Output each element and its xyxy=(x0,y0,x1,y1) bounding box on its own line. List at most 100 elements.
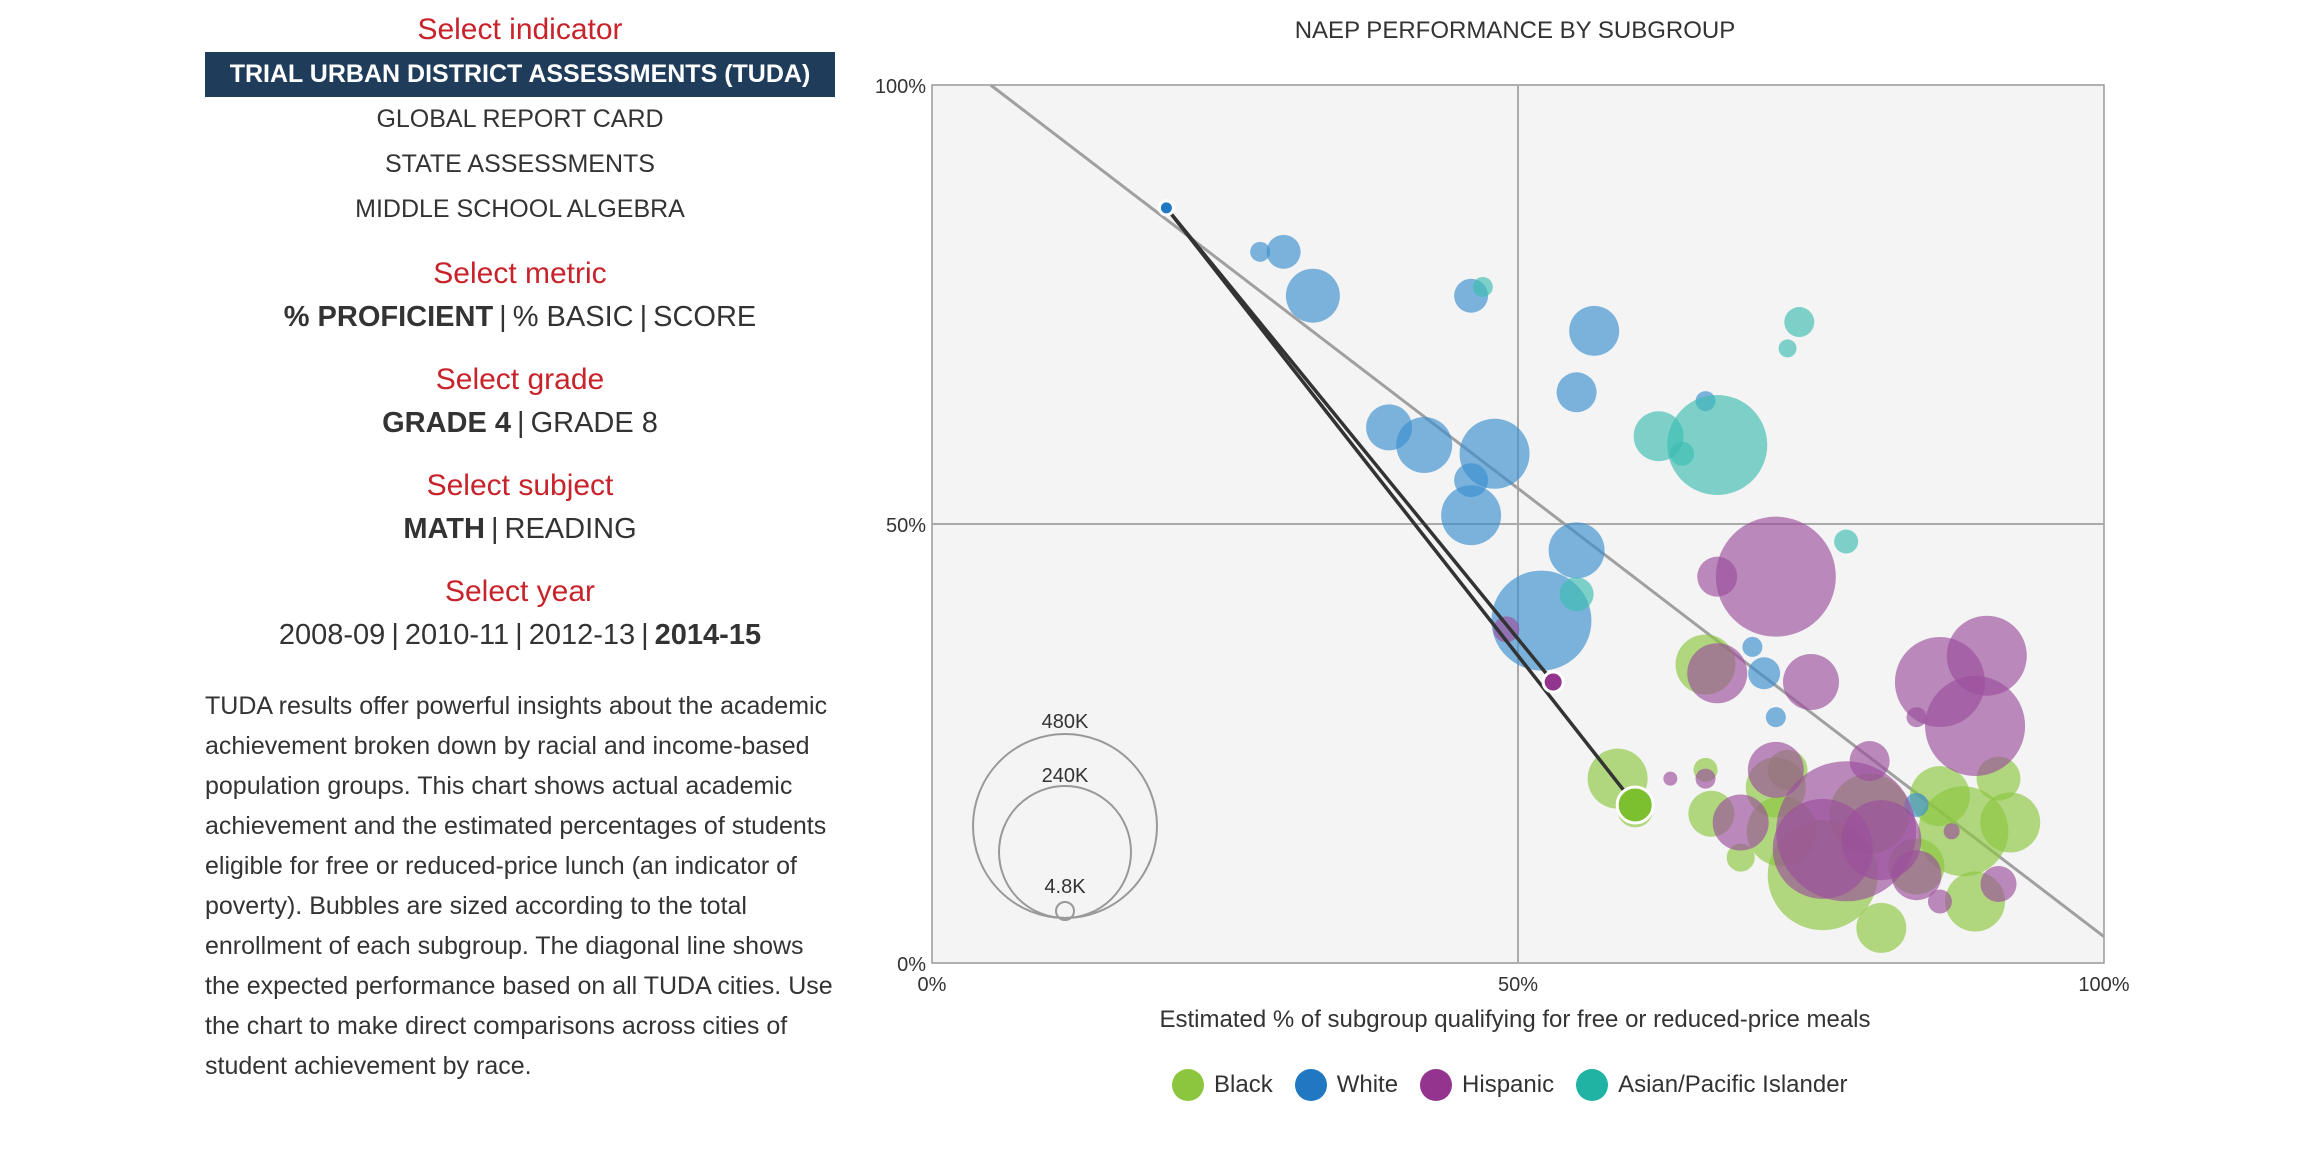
bubble-hispanic[interactable] xyxy=(1715,516,1836,637)
metric-heading: Select metric xyxy=(433,257,607,290)
bubble-hispanic[interactable] xyxy=(1747,741,1804,798)
year-option-2014-15[interactable]: 2014-15 xyxy=(654,619,762,651)
bubble-hispanic[interactable] xyxy=(1943,823,1960,840)
separator: | xyxy=(499,301,507,333)
bubble-white[interactable] xyxy=(1742,636,1763,657)
bubble-hispanic[interactable] xyxy=(1891,850,1942,901)
legend-label: Hispanic xyxy=(1462,1071,1555,1098)
metric-option-proficient[interactable]: % PROFICIENT xyxy=(283,301,494,333)
legend-item-asian-pacific-islander[interactable]: Asian/Pacific Islander xyxy=(1576,1069,1848,1101)
bubble-hispanic[interactable] xyxy=(1695,768,1716,789)
bubble-black[interactable] xyxy=(1980,792,2041,853)
grade-option-8[interactable]: GRADE 8 xyxy=(530,407,658,439)
y-tick-label: 100% xyxy=(875,76,926,98)
size-legend-label: 240K xyxy=(1042,765,1089,787)
bubble-white[interactable] xyxy=(1556,372,1597,413)
subject-option-math[interactable]: MATH xyxy=(403,513,485,545)
chart-title: NAEP PERFORMANCE BY SUBGROUP xyxy=(1295,17,1736,44)
legend-item-hispanic[interactable]: Hispanic xyxy=(1420,1069,1554,1101)
bubble-hispanic[interactable] xyxy=(1946,615,2027,696)
bubble-asian-pacific-islander[interactable] xyxy=(1472,276,1493,297)
bubble-white[interactable] xyxy=(1396,416,1453,473)
bubble-asian-pacific-islander[interactable] xyxy=(1559,577,1594,612)
bubble-asian-pacific-islander[interactable] xyxy=(1670,441,1695,466)
bubble-black[interactable] xyxy=(1726,843,1755,872)
legend-label: Black xyxy=(1214,1071,1273,1098)
indicator-item-state-assessments[interactable]: STATE ASSESSMENTS xyxy=(385,150,655,178)
legend-item-white[interactable]: White xyxy=(1294,1069,1399,1101)
legend: Black White Hispanic Asian/Pacific Islan… xyxy=(1172,1069,1870,1101)
bubble-asian-pacific-islander[interactable] xyxy=(1667,394,1768,495)
bubble-hispanic[interactable] xyxy=(1906,707,1927,728)
bubble-white[interactable] xyxy=(1459,418,1530,489)
bubble-white[interactable] xyxy=(1548,522,1605,579)
legend-label: Asian/Pacific Islander xyxy=(1618,1071,1848,1098)
bubble-hispanic[interactable] xyxy=(1493,616,1520,643)
metric-option-score[interactable]: SCORE xyxy=(653,301,757,333)
bubble-asian-pacific-islander[interactable] xyxy=(1778,339,1797,358)
grade-options: GRADE 4 | GRADE 8 xyxy=(205,402,835,444)
legend-swatch xyxy=(1294,1069,1327,1101)
bubble-white[interactable] xyxy=(1441,485,1502,546)
bubble-hispanic[interactable] xyxy=(1687,643,1748,704)
year-heading: Select year xyxy=(444,575,596,608)
bubble-white[interactable] xyxy=(1748,657,1781,690)
bubble-hispanic[interactable] xyxy=(1663,771,1678,786)
bubble-asian-pacific-islander[interactable] xyxy=(1834,529,1859,554)
bubble-hispanic[interactable] xyxy=(1849,741,1890,782)
lines-layer xyxy=(1157,199,1655,825)
bubble-white[interactable] xyxy=(1765,707,1786,728)
bubble-white[interactable] xyxy=(1266,234,1301,269)
grade-option-4[interactable]: GRADE 4 xyxy=(382,407,512,439)
highlight-point-hispanic[interactable] xyxy=(1541,670,1565,694)
bubble-white[interactable] xyxy=(1569,305,1620,356)
size-legend-circle-4-8k xyxy=(1055,901,1075,921)
bubble-asian-pacific-islander[interactable] xyxy=(1784,307,1815,338)
separator: | xyxy=(515,619,523,651)
x-tick-label: 0% xyxy=(918,974,947,996)
description-text: TUDA results offer powerful insights abo… xyxy=(205,692,833,1080)
indicator-item-global-report-card[interactable]: GLOBAL REPORT CARD xyxy=(376,105,664,133)
x-axis-label: Estimated % of subgroup qualifying for f… xyxy=(1159,1006,1870,1033)
size-legend-circle-240k xyxy=(998,785,1132,919)
bubble-hispanic[interactable] xyxy=(1783,654,1839,711)
size-legend-label: 480K xyxy=(1042,711,1089,733)
metric-option-basic[interactable]: % BASIC xyxy=(512,301,634,333)
highlight-line xyxy=(1165,206,1637,807)
legend-swatch xyxy=(1576,1069,1609,1101)
separator: | xyxy=(391,619,399,651)
year-option-2012-13[interactable]: 2012-13 xyxy=(528,619,636,651)
bubble-hispanic[interactable] xyxy=(1712,794,1769,851)
legend-swatch xyxy=(1172,1069,1204,1101)
separator: | xyxy=(641,619,649,651)
subject-heading: Select subject xyxy=(426,469,614,502)
year-options: 2008-09 | 2010-11 | 2012-13 | 2014-15 xyxy=(205,614,835,656)
bubble-black[interactable] xyxy=(1856,902,1907,953)
separator: | xyxy=(490,513,499,545)
bubble-hispanic[interactable] xyxy=(1927,889,1952,914)
metric-options: % PROFICIENT |% BASIC | SCORE xyxy=(205,296,835,338)
bubble-asian-pacific-islander[interactable] xyxy=(1633,411,1684,462)
year-option-2010-11[interactable]: 2010-11 xyxy=(404,619,510,651)
bubble-hispanic[interactable] xyxy=(1980,865,2017,902)
legend-item-black[interactable]: Black xyxy=(1172,1069,1273,1101)
indicator-item-middle-school-algebra[interactable]: MIDDLE SCHOOL ALGEBRA xyxy=(355,195,685,223)
size-legend: 480K 240K 4.8K xyxy=(972,711,1158,921)
controls-panel: Select indicator TRIAL URBAN DISTRICT AS… xyxy=(205,10,835,1086)
year-option-2008-09[interactable]: 2008-09 xyxy=(278,619,386,651)
subject-option-reading[interactable]: READING xyxy=(504,513,637,545)
bubble-white[interactable] xyxy=(1285,268,1340,323)
x-tick-label: 100% xyxy=(2078,974,2129,996)
highlight-point-black[interactable] xyxy=(1615,785,1655,825)
highlight-point-white[interactable] xyxy=(1157,199,1175,217)
separator: | xyxy=(639,301,648,333)
indicator-item-tuda[interactable]: TRIAL URBAN DISTRICT ASSESSMENTS (TUDA) xyxy=(205,52,835,97)
bubble-hispanic[interactable] xyxy=(1925,675,2026,776)
indicator-heading: Select indicator xyxy=(417,13,623,46)
bubble-white[interactable] xyxy=(1250,241,1271,262)
size-legend-label: 4.8K xyxy=(1044,876,1086,898)
y-tick-label: 50% xyxy=(886,515,926,537)
subject-options: MATH | READING xyxy=(205,508,835,550)
legend-label: White xyxy=(1336,1071,1399,1098)
